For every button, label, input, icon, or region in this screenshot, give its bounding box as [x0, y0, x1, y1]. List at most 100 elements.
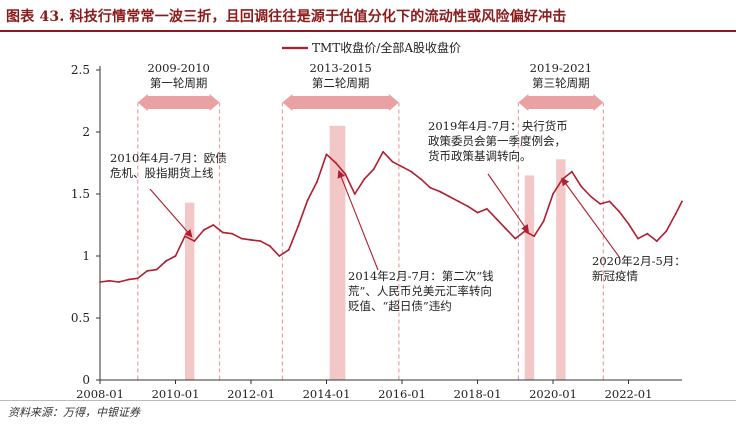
annotation-arrow — [337, 169, 379, 271]
series-point — [268, 245, 271, 247]
annotation-text: 货币政策基调转向。 — [428, 149, 532, 163]
series-point — [438, 190, 441, 193]
series-point — [514, 237, 517, 240]
series-point — [674, 212, 677, 215]
axes: 0 0.5 1 1.5 2 2.5 2008-01 2010-01 2012-01 2014-01… — [71, 63, 682, 400]
source-note: 资料来源：万得，中银证券 — [8, 406, 140, 419]
series-point — [589, 195, 592, 198]
series-point — [681, 200, 683, 203]
y-tick-label: 0 — [82, 373, 90, 387]
cycle-years-label: 2019-2021 — [530, 61, 592, 75]
annotation-text: 政策委员会第一季度例会， — [428, 134, 566, 148]
series-point — [250, 238, 252, 241]
series-point — [391, 160, 394, 163]
cycle-name-label: 第二轮周期 — [312, 76, 370, 90]
series-point — [297, 225, 300, 228]
cycle-double-arrow — [282, 94, 399, 111]
series-point — [278, 255, 281, 257]
series-point — [495, 217, 498, 220]
x-tick-label: 2022-01 — [605, 387, 653, 400]
series-point — [344, 173, 347, 176]
series-point — [155, 268, 158, 271]
series-point — [202, 229, 205, 231]
series-point — [325, 153, 328, 156]
series-point — [372, 168, 375, 171]
source-rule — [0, 400, 736, 401]
series-point — [136, 277, 139, 280]
series-point — [523, 230, 526, 233]
series-point — [627, 222, 630, 225]
cycle-years-label: 2013-2015 — [309, 61, 371, 75]
x-tick-label: 2018-01 — [454, 387, 502, 400]
series-point — [457, 200, 460, 203]
annotation-text: 2020年2月-5月： — [592, 254, 686, 268]
series-point — [570, 170, 573, 173]
annotation-text: 危机、股指期货上线 — [110, 166, 214, 180]
annotation-text: 荒”、人民币兑美元汇率转向 — [348, 284, 492, 298]
y-tick-label: 1 — [82, 249, 90, 263]
series-point — [542, 220, 545, 223]
x-tick-label: 2014-01 — [303, 387, 351, 400]
shaded-period — [329, 125, 346, 380]
series-point — [108, 279, 111, 282]
annotation-text: 2010年4月-7月：欧债 — [110, 151, 227, 165]
y-tick-label: 2 — [82, 125, 90, 139]
annotation-arrow — [149, 188, 193, 238]
series-point — [486, 207, 488, 210]
annotation-arrow — [561, 177, 621, 259]
x-tick-label: 2012-01 — [227, 387, 275, 400]
series-point — [287, 248, 290, 251]
series-point — [608, 200, 611, 203]
cycle-years-label: 2009-2010 — [147, 61, 209, 75]
series-point — [552, 193, 554, 195]
series-point — [476, 211, 479, 214]
series-point — [637, 237, 639, 240]
shaded-period — [524, 175, 535, 380]
annotation-text: 2014年2月-7月：第二次“钱 — [348, 269, 494, 283]
series-layer — [99, 150, 683, 283]
series-point — [419, 178, 422, 181]
legend-label: TMT收盘价/全部A股收盘价 — [312, 40, 461, 55]
cycle-name-label: 第一轮周期 — [150, 76, 208, 90]
series-point — [231, 232, 234, 235]
series-point — [429, 186, 432, 189]
series-point — [646, 232, 649, 235]
series-point — [504, 227, 507, 230]
annotation-text: 新冠疫情 — [592, 269, 638, 283]
shaded-periods — [184, 125, 566, 380]
series-point — [306, 199, 309, 202]
annotation-text: 贬值、“超日债”违约 — [348, 299, 452, 313]
series-point — [363, 178, 366, 181]
figure-title: 图表 43. 科技行情常常一波三折，且回调往往是源于估值分化下的流动性或风险偏好… — [6, 9, 567, 25]
series-point — [655, 240, 658, 243]
series-point — [316, 180, 318, 183]
series-point — [174, 255, 177, 257]
series-point — [353, 193, 356, 195]
series-point — [212, 224, 215, 226]
series-point — [165, 260, 167, 262]
series-point — [448, 195, 451, 198]
annotation-text: 2019年4月-7月：央行货币 — [428, 119, 568, 133]
series-point — [146, 269, 149, 272]
series-point — [117, 281, 120, 283]
title-rule — [0, 30, 736, 32]
series-point — [193, 240, 196, 243]
series-point — [127, 278, 130, 281]
series-point — [410, 170, 413, 173]
series-point — [99, 281, 101, 283]
x-tick-label: 2016-01 — [378, 387, 426, 400]
x-tick-label: 2010-01 — [152, 387, 200, 400]
shaded-period — [556, 159, 566, 380]
shaded-period — [184, 202, 195, 380]
series-point — [618, 210, 620, 213]
series-point — [382, 150, 385, 153]
series-point — [401, 165, 403, 168]
series-point — [221, 231, 224, 234]
series-point — [259, 240, 262, 243]
y-tick-label: 2.5 — [71, 63, 90, 77]
annotation-arrow — [487, 173, 529, 233]
